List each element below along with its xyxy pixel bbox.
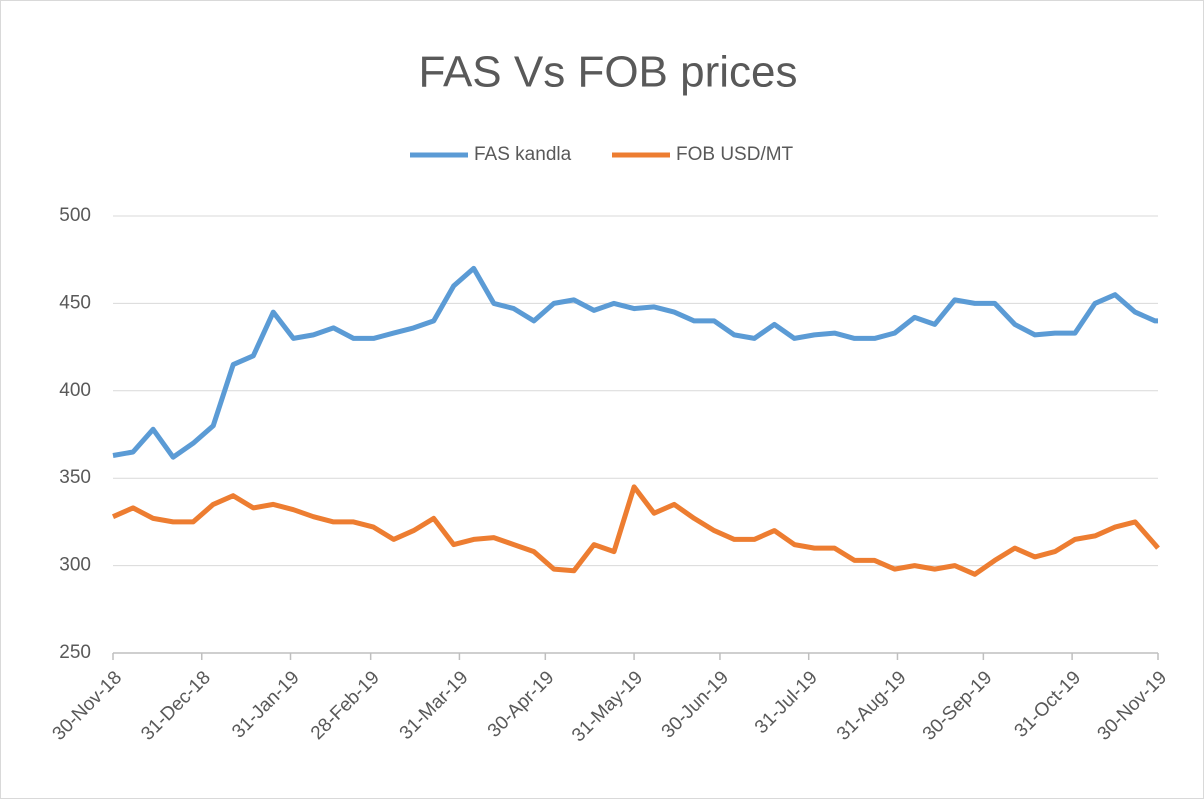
legend-label: FOB USD/MT (676, 144, 794, 165)
y-tick-label: 300 (59, 555, 91, 576)
y-tick-label: 250 (59, 642, 91, 663)
legend-label: FAS kandla (474, 144, 572, 165)
y-tick-label: 350 (59, 467, 91, 488)
y-tick-label: 500 (59, 205, 91, 226)
y-tick-label: 450 (59, 292, 91, 313)
y-tick-label: 400 (59, 380, 91, 401)
data-line (112, 265, 1158, 460)
chart-title: FAS Vs FOB prices (419, 48, 798, 97)
data-line (111, 484, 1160, 577)
